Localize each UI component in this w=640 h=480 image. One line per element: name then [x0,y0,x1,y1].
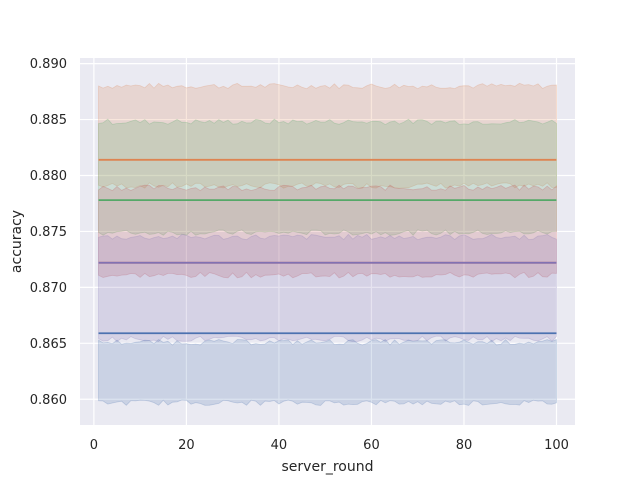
x-tick-label: 100 [544,438,569,453]
x-tick-label: 40 [271,438,288,453]
x-tick-label: 0 [90,438,98,453]
confidence-band [98,184,557,279]
confidence-band [98,118,557,236]
x-axis-label: server_round [282,459,374,475]
y-tick-label: 0.860 [30,393,67,408]
grid-lines [80,58,575,425]
y-tick-label: 0.870 [30,281,67,296]
y-tick-label: 0.865 [30,337,67,352]
confidence-band [98,82,557,189]
y-tick-label: 0.880 [30,169,67,184]
y-tick-label: 0.875 [30,225,67,240]
x-tick-label: 80 [456,438,473,453]
y-tick-label: 0.885 [30,113,67,128]
y-tick-label: 0.890 [30,57,67,72]
y-tick-labels: 0.860 0.865 0.870 0.875 0.880 0.885 0.890 [30,57,67,408]
x-tick-label: 60 [363,438,380,453]
confidence-bands [98,82,557,406]
mean-lines [98,158,557,335]
y-axis-label: accuracy [9,210,25,273]
x-tick-labels: 0 20 40 60 80 100 [90,438,569,453]
confidence-band [98,338,557,406]
confidence-band [98,233,557,343]
x-tick-label: 20 [178,438,195,453]
